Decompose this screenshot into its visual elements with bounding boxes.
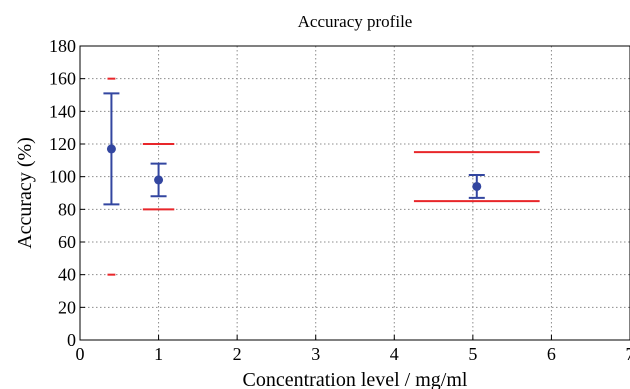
x-tick-label: 2 (233, 344, 242, 364)
y-tick-label: 60 (58, 232, 76, 252)
plot-frame (79, 45, 630, 341)
axis-ticks: 0 1 2 3 4 5 6 7 0 20 40 60 80 100 120 140 160 180 (49, 36, 630, 364)
x-tick-label: 6 (547, 344, 556, 364)
x-tick-label: 7 (626, 344, 630, 364)
data-points (103, 92, 485, 206)
data-point (106, 144, 116, 154)
y-tick-label: 140 (49, 101, 76, 121)
x-tick-label: 0 (76, 344, 85, 364)
data-point (472, 181, 482, 191)
y-tick-label: 160 (49, 69, 76, 89)
x-tick-label: 4 (390, 344, 399, 364)
y-tick-label: 0 (67, 330, 76, 350)
acceptance-limits (107, 77, 540, 276)
y-tick-label: 120 (49, 134, 76, 154)
grid (80, 46, 630, 340)
x-tick-label: 1 (154, 344, 163, 364)
y-tick-label: 40 (58, 265, 76, 285)
x-axis-label: Concentration level / mg/ml (243, 369, 468, 389)
y-tick-label: 80 (58, 199, 76, 219)
y-tick-label: 180 (49, 36, 76, 56)
y-axis-label: Accuracy (%) (14, 137, 36, 249)
x-tick-label: 3 (311, 344, 320, 364)
y-tick-label: 100 (49, 167, 76, 187)
chart-title: Accuracy profile (298, 12, 413, 31)
data-point (154, 175, 164, 185)
y-tick-label: 20 (58, 297, 76, 317)
x-tick-label: 5 (468, 344, 477, 364)
